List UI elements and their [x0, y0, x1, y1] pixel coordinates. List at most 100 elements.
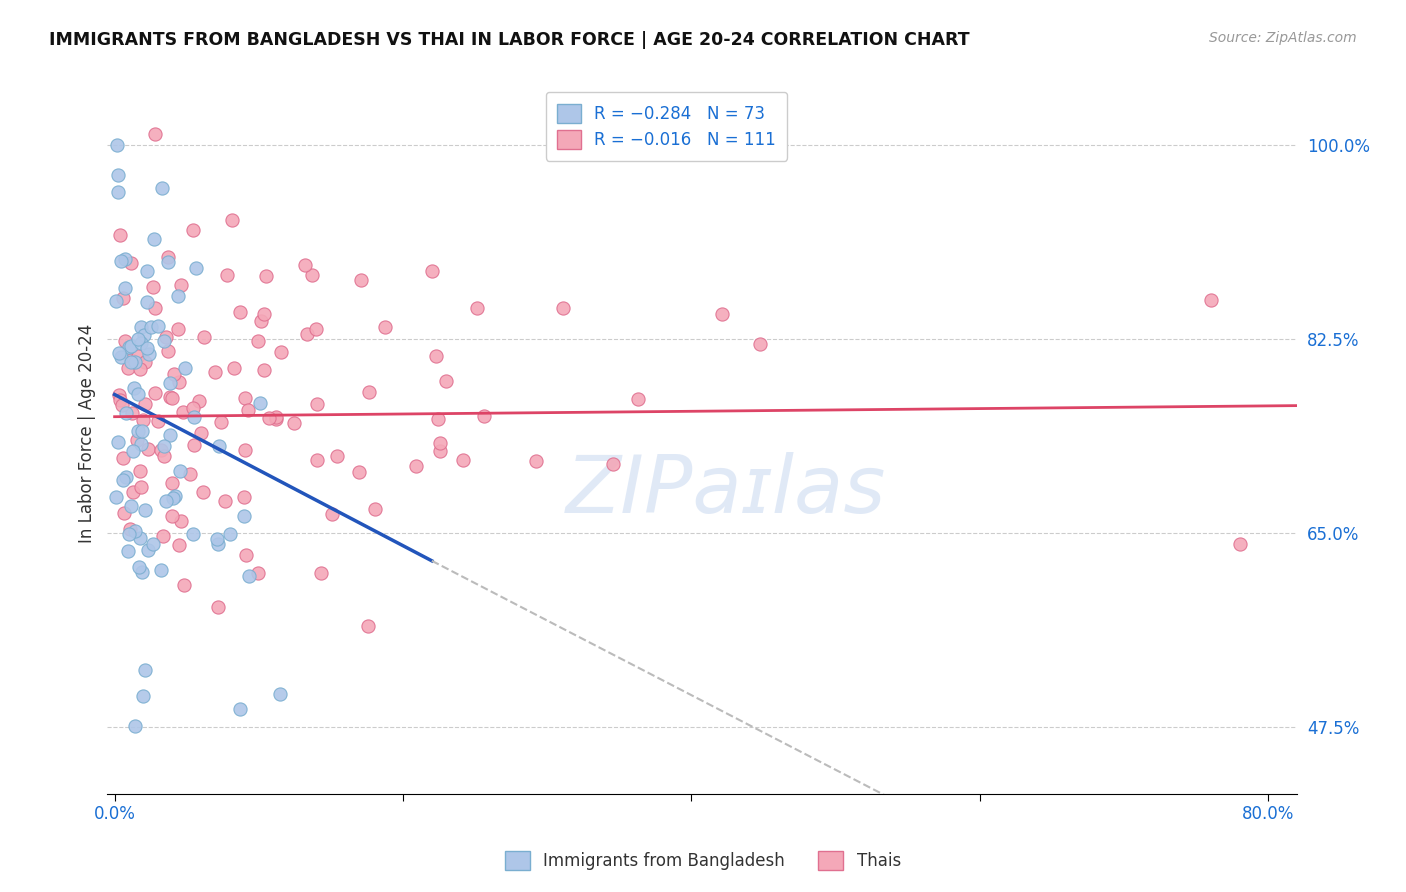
Point — [321, 507, 343, 521]
Point — [219, 527, 242, 541]
Point — [166, 322, 188, 336]
Point — [124, 524, 146, 538]
Point — [156, 250, 179, 264]
Text: ZIPaɪlas: ZIPaɪlas — [565, 452, 886, 530]
Point — [127, 349, 149, 363]
Point — [181, 222, 204, 236]
Point — [124, 381, 146, 395]
Point — [252, 363, 274, 377]
Point — [193, 330, 215, 344]
Point — [114, 281, 136, 295]
Point — [128, 464, 150, 478]
Point — [120, 355, 142, 369]
Point — [108, 387, 131, 401]
Point — [120, 499, 142, 513]
Point — [186, 260, 208, 275]
Point — [297, 326, 319, 341]
Point — [191, 485, 214, 500]
Point — [159, 390, 181, 404]
Point — [121, 406, 143, 420]
Point — [146, 414, 169, 428]
Point — [118, 340, 141, 354]
Point — [374, 320, 396, 334]
Point — [350, 273, 373, 287]
Point — [122, 485, 145, 500]
Point — [163, 367, 186, 381]
Point — [305, 322, 328, 336]
Point — [309, 566, 332, 580]
Point — [246, 334, 269, 348]
Point — [142, 280, 165, 294]
Point — [238, 568, 260, 582]
Point — [150, 443, 173, 458]
Point — [136, 442, 159, 457]
Text: Source: ZipAtlas.com: Source: ZipAtlas.com — [1209, 31, 1357, 45]
Point — [357, 619, 380, 633]
Point — [349, 465, 371, 479]
Point — [217, 268, 239, 282]
Point — [105, 491, 128, 505]
Point — [169, 538, 191, 552]
Point — [294, 258, 316, 272]
Point — [172, 404, 194, 418]
Point — [235, 548, 257, 562]
Point — [114, 334, 136, 348]
Point — [110, 253, 132, 268]
Point — [127, 332, 149, 346]
Point — [131, 425, 153, 439]
Point — [602, 457, 624, 471]
Point — [117, 526, 139, 541]
Point — [131, 566, 153, 580]
Point — [112, 292, 135, 306]
Point — [155, 494, 177, 508]
Text: IMMIGRANTS FROM BANGLADESH VS THAI IN LABOR FORCE | AGE 20-24 CORRELATION CHART: IMMIGRANTS FROM BANGLADESH VS THAI IN LA… — [49, 31, 970, 49]
Point — [131, 689, 153, 703]
Point — [465, 301, 488, 315]
Point — [246, 566, 269, 580]
Point — [127, 425, 149, 439]
Point — [128, 362, 150, 376]
Point — [357, 384, 380, 399]
Point — [207, 599, 229, 614]
Point — [229, 702, 252, 716]
Point — [105, 138, 128, 153]
Point — [135, 342, 157, 356]
Point — [1229, 537, 1251, 551]
Point — [108, 227, 131, 242]
Point — [129, 320, 152, 334]
Point — [190, 426, 212, 441]
Point — [183, 409, 205, 424]
Point — [117, 361, 139, 376]
Point — [135, 294, 157, 309]
Point — [160, 391, 183, 405]
Point — [143, 301, 166, 315]
Point — [173, 577, 195, 591]
Point — [183, 401, 205, 415]
Point — [134, 503, 156, 517]
Point — [169, 464, 191, 478]
Point — [270, 344, 292, 359]
Point — [136, 542, 159, 557]
Point — [209, 415, 232, 429]
Point — [253, 307, 276, 321]
Point — [207, 536, 229, 550]
Point — [254, 268, 277, 283]
Point — [157, 344, 180, 359]
Point — [107, 346, 129, 360]
Point — [174, 360, 197, 375]
Point — [214, 494, 236, 508]
Point — [141, 319, 163, 334]
Point — [207, 439, 229, 453]
Point — [167, 375, 190, 389]
Point — [236, 403, 259, 417]
Point — [120, 353, 142, 368]
Point — [524, 453, 547, 467]
Point — [128, 532, 150, 546]
Point — [222, 360, 245, 375]
Point — [181, 527, 204, 541]
Point — [127, 387, 149, 401]
Point — [114, 252, 136, 266]
Point — [127, 434, 149, 448]
Point — [142, 537, 165, 551]
Point — [434, 374, 457, 388]
